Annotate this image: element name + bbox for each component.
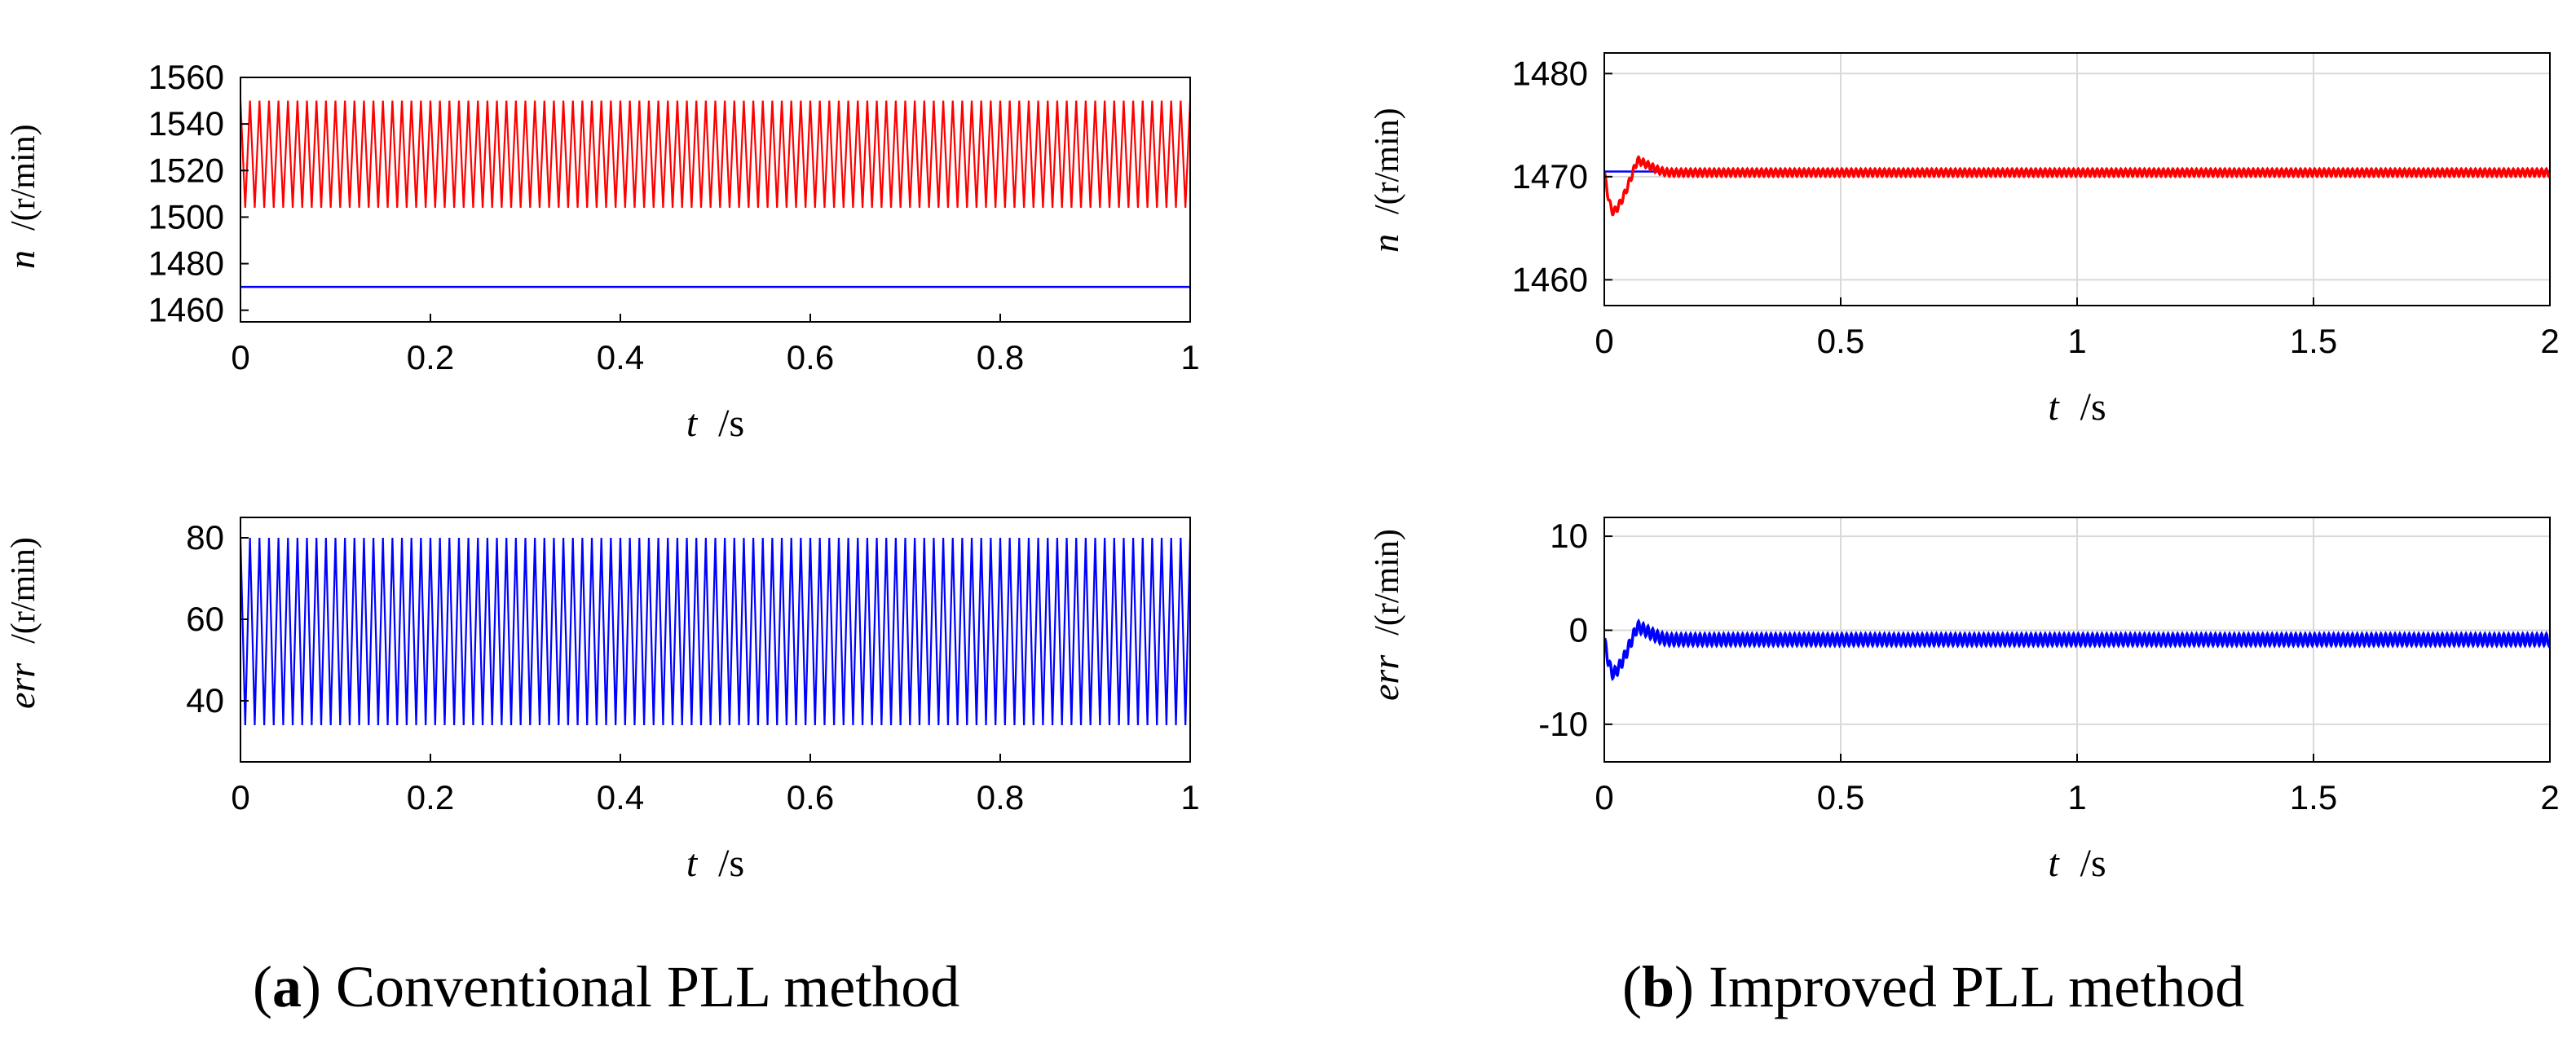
y-axis-symbol: err	[1365, 654, 1406, 701]
xtick-label-2: 1	[2067, 322, 2086, 360]
ytick-label-2: 1480	[1512, 54, 1588, 92]
xtick-label-3: 1.5	[2290, 322, 2337, 360]
ytick-label-2: 80	[186, 518, 224, 557]
xtick-label-2: 1	[2067, 778, 2086, 816]
y-axis-unit: /(r/min)	[1369, 108, 1406, 214]
xtick-label-0: 0	[1595, 322, 1613, 360]
ytick-label-1: 0	[1569, 610, 1588, 649]
xtick-label-1: 0.2	[407, 778, 454, 816]
x-axis-unit: /s	[718, 842, 744, 885]
xtick-label-1: 0.5	[1817, 778, 1864, 816]
xtick-label-0: 0	[231, 778, 249, 816]
y-axis-unit: /(r/min)	[1369, 529, 1406, 636]
y-axis-label: n /(r/min)	[1365, 108, 1406, 253]
xtick-label-1: 0.2	[407, 338, 454, 376]
xtick-label-0: 0	[231, 338, 249, 376]
x-axis-unit: /s	[718, 402, 744, 445]
chart-b-top: 0 0.5 1 1.5 2 1460 1470 1480 t/s n /(r/min)	[1365, 52, 2560, 429]
y-axis-symbol: n	[1, 250, 42, 269]
y-axis-label: err /(r/min)	[1, 537, 42, 709]
x-axis-label: t/s	[2048, 842, 2106, 885]
x-axis-symbol: t	[2048, 842, 2060, 885]
ytick-label-4: 1540	[148, 104, 224, 143]
xtick-label-4: 2	[2540, 778, 2559, 816]
xtick-label-2: 0.4	[597, 338, 644, 376]
xtick-label-3: 0.6	[787, 338, 834, 376]
chart-a-bottom: 0 0.2 0.4 0.6 0.8 1 40 60 80 t/s err /(r/min)	[1, 517, 1200, 885]
ytick-label-5: 1560	[148, 58, 224, 96]
y-axis-unit: /(r/min)	[5, 124, 42, 231]
xtick-label-5: 1	[1180, 778, 1199, 816]
y-axis-symbol: n	[1365, 234, 1406, 253]
caption-a: (a) Conventional PLL method	[253, 954, 959, 1019]
xtick-label-1: 0.5	[1817, 322, 1864, 360]
plot-frame	[240, 77, 1191, 323]
ytick-label-0: -10	[1538, 705, 1588, 743]
x-axis-symbol: t	[686, 402, 699, 445]
y-axis-label: err /(r/min)	[1365, 529, 1406, 701]
caption-b-text: Improved PLL method	[1694, 954, 2244, 1019]
xtick-label-3: 0.6	[787, 778, 834, 816]
x-axis-label: t/s	[2048, 385, 2106, 429]
ytick-label-2: 1500	[148, 197, 224, 235]
caption-b-close: )	[1674, 954, 1694, 1019]
caption-a-close: )	[302, 954, 321, 1019]
series-red-0	[240, 100, 1190, 209]
x-axis-unit: /s	[2080, 842, 2106, 885]
y-axis-unit: /(r/min)	[5, 537, 42, 644]
x-axis-symbol: t	[686, 842, 699, 885]
xtick-label-4: 0.8	[977, 778, 1024, 816]
series-red-1	[1604, 155, 2550, 217]
xtick-label-2: 0.4	[597, 778, 644, 816]
ytick-label-0: 40	[186, 681, 224, 720]
ytick-label-1: 1470	[1512, 157, 1588, 196]
caption-a-text: Conventional PLL method	[321, 954, 959, 1019]
ytick-label-1: 60	[186, 600, 224, 638]
plot-frame	[240, 517, 1191, 763]
ytick-label-0: 1460	[148, 291, 224, 329]
caption-a-open: (	[253, 954, 272, 1019]
x-axis-unit: /s	[2080, 385, 2106, 429]
xtick-label-3: 1.5	[2290, 778, 2337, 816]
y-axis-symbol: err	[1, 662, 42, 709]
xtick-label-5: 1	[1180, 338, 1199, 376]
x-axis-symbol: t	[2048, 385, 2060, 429]
xtick-label-4: 0.8	[977, 338, 1024, 376]
caption-a-letter: a	[272, 954, 302, 1019]
x-axis-label: t/s	[686, 402, 744, 445]
ytick-label-2: 10	[1550, 517, 1588, 555]
caption-b-open: (	[1622, 954, 1642, 1019]
ytick-label-0: 1460	[1512, 260, 1588, 298]
y-axis-label: n /(r/min)	[1, 124, 42, 269]
x-axis-label: t/s	[686, 842, 744, 885]
series-blue-0	[240, 537, 1190, 726]
xtick-label-0: 0	[1595, 778, 1613, 816]
caption-b-letter: b	[1642, 954, 1674, 1019]
caption-b: (b) Improved PLL method	[1622, 954, 2244, 1019]
ytick-label-3: 1520	[148, 151, 224, 189]
xtick-label-4: 2	[2540, 322, 2559, 360]
series-blue-0	[1604, 618, 2550, 681]
ytick-label-1: 1480	[148, 244, 224, 283]
